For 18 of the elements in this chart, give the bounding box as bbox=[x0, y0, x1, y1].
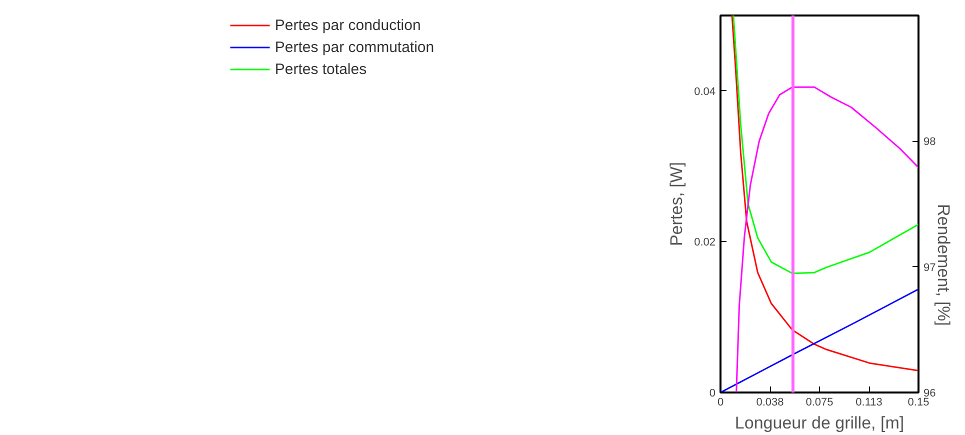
line-series bbox=[731, 16, 918, 372]
line-series bbox=[732, 16, 918, 274]
x-tick-label: 0 bbox=[717, 396, 724, 408]
y-tick-label: 0.04 bbox=[694, 86, 716, 98]
x-tick-label: 0.15 bbox=[908, 396, 930, 408]
y-tick-label: 0.02 bbox=[694, 236, 716, 249]
x-axis-title: Longueur de grille, [m] bbox=[734, 414, 904, 432]
y-axis-title: Pertes, [W] bbox=[667, 162, 686, 246]
x-tick-label: 0.038 bbox=[756, 396, 784, 408]
legend-label: Pertes totales bbox=[274, 60, 367, 78]
legend-label: Pertes par conduction bbox=[274, 16, 421, 34]
x-tick-label: 0.075 bbox=[806, 396, 834, 408]
x-tick-label: 0.113 bbox=[856, 396, 882, 408]
y2-axis-title: Rendement, [%] bbox=[934, 204, 954, 326]
y-tick-label: 0 bbox=[709, 388, 716, 400]
y2-tick-label: 98 bbox=[924, 136, 936, 148]
legend-label: Pertes par commutation bbox=[274, 38, 434, 56]
y2-tick-label: 97 bbox=[924, 262, 936, 274]
